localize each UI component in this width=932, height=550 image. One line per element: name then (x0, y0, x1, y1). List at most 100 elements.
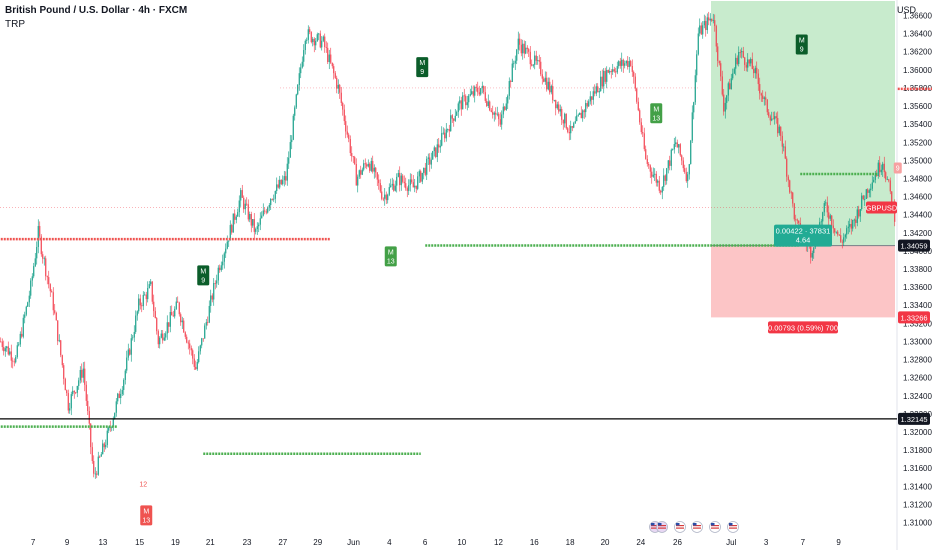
candle-body (771, 118, 773, 121)
candle-body (621, 59, 623, 66)
candle-body (753, 69, 755, 74)
flag-stripe (711, 527, 719, 529)
candle-body (40, 236, 42, 255)
candle-body (183, 320, 185, 333)
candle-body (760, 93, 762, 96)
candle-body (625, 60, 627, 64)
candle-body (388, 187, 390, 195)
candle-body (711, 18, 713, 21)
candle-body (555, 99, 557, 109)
candle-body (112, 419, 114, 428)
candle-body (222, 261, 224, 266)
candle-body (300, 67, 302, 74)
y-tick-label: 1.33600 (903, 283, 932, 292)
candle-body (553, 99, 555, 101)
candle-body (883, 163, 885, 173)
candle-body (60, 340, 62, 356)
candle-body (21, 333, 23, 337)
candle-body (99, 456, 101, 458)
candle-body (649, 165, 651, 172)
entry-price-tag-text: 1.34059 (900, 242, 927, 251)
candle-body (280, 179, 282, 185)
candle-body (94, 473, 96, 475)
candle-body (297, 84, 299, 95)
x-tick-label: 23 (243, 538, 252, 547)
candle-body (126, 357, 128, 371)
candle-body (517, 38, 519, 50)
candle-body (859, 209, 861, 217)
candle-body (76, 385, 78, 393)
candle-body (508, 81, 510, 96)
candle-body (400, 175, 402, 186)
candle-body (58, 340, 60, 342)
candle-body (66, 390, 68, 394)
candle-body (276, 184, 278, 192)
candle-body (708, 17, 710, 21)
candle-body (841, 241, 843, 243)
candle-body (147, 287, 149, 300)
candle-body (91, 447, 93, 461)
candle-body (228, 240, 230, 242)
candle-body (723, 94, 725, 112)
candle-body (549, 81, 551, 93)
candle-body (331, 62, 333, 67)
signal-badge-bottom: 13 (652, 115, 660, 122)
candle-body (174, 308, 176, 317)
entry-price-tag (898, 239, 930, 252)
x-tick-label: 27 (278, 538, 287, 547)
candle-body (738, 52, 740, 64)
candle-body (103, 443, 105, 448)
candle-body (265, 211, 267, 213)
candle-body (484, 92, 486, 101)
candle-body (460, 100, 462, 110)
currency-label[interactable]: USD (896, 5, 916, 15)
candle-body (165, 333, 167, 338)
x-tick-label: 10 (457, 538, 466, 547)
candle-body (537, 60, 539, 61)
candle-body (391, 183, 393, 186)
candle-body (567, 128, 569, 132)
candle-body (879, 162, 881, 173)
symbol-title[interactable]: British Pound / U.S. Dollar · 4h · FXCM (5, 5, 188, 16)
candle-body (529, 51, 531, 65)
stop-price-tag-text: 1.33266 (900, 313, 927, 322)
candle-body (564, 113, 566, 124)
candle-body (675, 142, 677, 145)
candle-body (387, 194, 389, 201)
candle-body (54, 310, 56, 313)
candle-body (378, 179, 380, 184)
candle-body (682, 160, 684, 169)
candle-body (324, 36, 326, 48)
candle-body (550, 85, 552, 93)
candle-body (616, 66, 618, 73)
candle-body (651, 171, 653, 177)
candle-body (765, 97, 767, 100)
signal-badge-bottom: 9 (420, 69, 424, 76)
candle-body (835, 231, 837, 233)
indicator-label[interactable]: TRP (5, 19, 25, 30)
candle-body (127, 349, 129, 358)
candle-body (586, 103, 588, 107)
x-tick-label: 21 (206, 538, 215, 547)
candle-body (105, 444, 107, 448)
candle-body (652, 174, 654, 177)
candle-body (823, 203, 825, 213)
candle-body (223, 253, 225, 262)
signal-badge-top: M (200, 268, 206, 275)
candle-body (433, 147, 435, 152)
candle-body (877, 162, 879, 176)
candle-body (136, 311, 138, 316)
candle-body (31, 276, 33, 281)
candle-body (282, 180, 284, 185)
candle-body (244, 203, 246, 210)
candle-body (51, 291, 53, 293)
candle-body (447, 129, 449, 130)
candle-body (778, 126, 780, 134)
candle-body (451, 115, 453, 119)
candle-body (448, 129, 450, 132)
candle-body (828, 212, 830, 219)
candle-body (87, 400, 89, 412)
candle-body (348, 134, 350, 139)
candle-body (153, 301, 155, 312)
